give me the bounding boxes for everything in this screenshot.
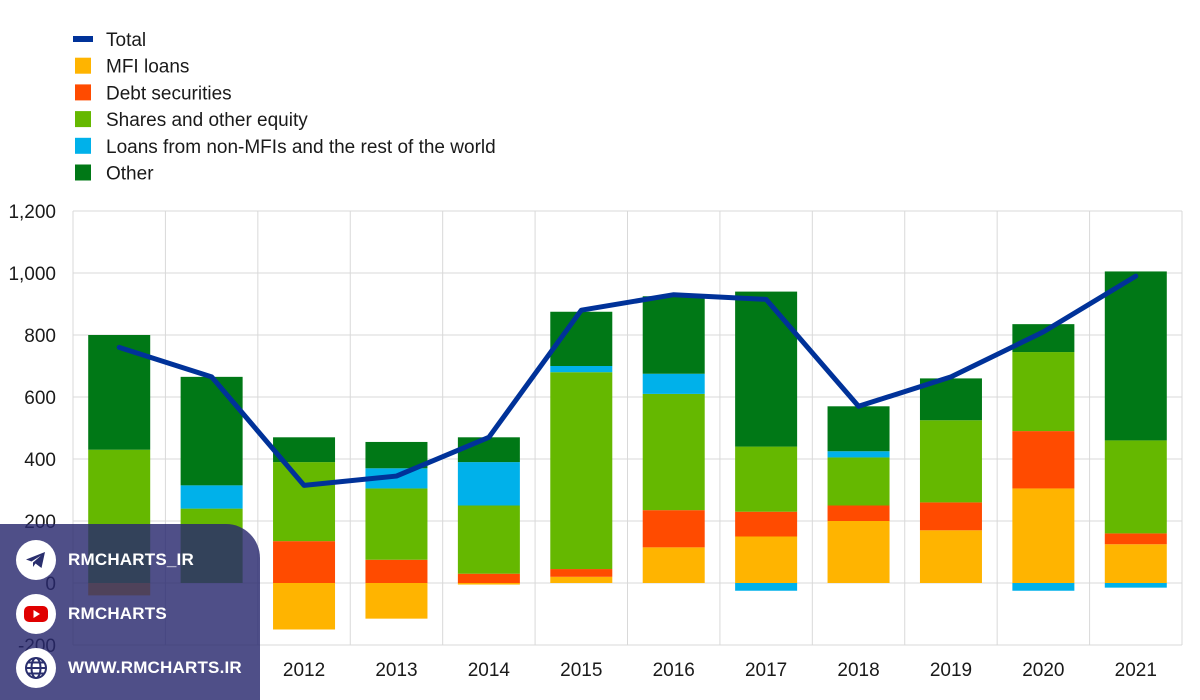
bar-segment — [735, 511, 798, 537]
x-tick-label: 2021 — [1115, 660, 1157, 681]
x-axis-ticks: 2012 2013 2014 2015 2016 2017 2018 2019 2020 2021 — [283, 660, 1157, 681]
x-tick-label: 2013 — [375, 660, 417, 681]
y-tick-label: 1,000 — [8, 264, 56, 285]
bar-segment — [180, 376, 243, 486]
bar-segment — [180, 485, 243, 509]
total-line-layer — [116, 273, 1139, 488]
x-tick-label: 2019 — [930, 660, 972, 681]
bar-segment — [457, 437, 520, 463]
y-tick-label: 400 — [24, 450, 56, 471]
website-row[interactable]: WWW.RMCHARTS.IR — [16, 648, 242, 688]
legend-swatch — [75, 137, 91, 154]
bar-segment — [735, 583, 798, 591]
watermark-panel: RMCHARTS_IR RMCHARTS WWW.RMCHARTS.IR — [0, 524, 260, 700]
bar-segment — [1104, 544, 1167, 583]
website-url: WWW.RMCHARTS.IR — [68, 658, 242, 677]
bar-segment — [1012, 431, 1075, 489]
bar-segment — [550, 569, 613, 577]
bar-segment — [457, 583, 520, 585]
bar-segment — [365, 441, 428, 469]
bars — [88, 271, 1167, 630]
legend: Total MFI loans Debt securities Shares and … — [73, 30, 496, 185]
globe-icon — [16, 648, 56, 688]
bar-segment — [1012, 324, 1075, 353]
bar-segment — [642, 510, 705, 548]
telegram-row[interactable]: RMCHARTS_IR — [16, 540, 194, 580]
bar-segment — [1104, 583, 1167, 588]
legend-swatch-line — [73, 36, 93, 42]
bar-segment — [827, 406, 890, 452]
bar-segment — [1104, 533, 1167, 545]
bar-segment — [642, 393, 705, 511]
bar-segment — [735, 291, 798, 447]
x-tick-label: 2018 — [837, 660, 879, 681]
x-tick-label: 2017 — [745, 660, 787, 681]
bar-segment — [642, 547, 705, 583]
bar-segment — [273, 541, 336, 583]
total-line — [116, 273, 1139, 488]
bar-segment — [457, 573, 520, 583]
legend-swatch — [75, 57, 91, 74]
legend-label: Loans from non-MFIs and the rest of the … — [106, 137, 496, 158]
legend-label: Shares and other equity — [106, 110, 308, 131]
bar-segment — [550, 366, 613, 373]
bar-segment — [273, 462, 336, 542]
telegram-icon — [16, 540, 56, 580]
legend-swatch — [75, 164, 91, 181]
legend-swatch — [75, 84, 91, 101]
legend-label: Other — [106, 164, 154, 185]
x-tick-label: 2016 — [653, 660, 695, 681]
bar-segment — [1012, 352, 1075, 432]
bar-segment — [273, 583, 336, 630]
y-tick-label: 600 — [24, 388, 56, 409]
bar-segment — [827, 457, 890, 506]
bar-segment — [365, 559, 428, 583]
bar-segment — [642, 373, 705, 394]
grid — [72, 210, 1183, 646]
legend-label: Total — [106, 30, 146, 51]
bar-segment — [550, 372, 613, 570]
x-tick-label: 2020 — [1022, 660, 1064, 681]
bar-segment — [642, 296, 705, 374]
youtube-row[interactable]: RMCHARTS — [16, 594, 167, 634]
y-tick-label: 800 — [24, 326, 56, 347]
y-tick-label: 1,200 — [8, 202, 56, 223]
bar-segment — [1104, 271, 1167, 441]
legend-label: Debt securities — [106, 83, 232, 104]
bar-segment — [365, 488, 428, 560]
bar-segment — [735, 536, 798, 583]
bar-segment — [1012, 583, 1075, 591]
youtube-handle: RMCHARTS — [68, 604, 167, 623]
bar-segment — [919, 420, 982, 503]
bar-segment — [735, 446, 798, 512]
bar-segment — [457, 462, 520, 506]
legend-swatch — [75, 111, 91, 128]
bar-segment — [827, 521, 890, 583]
bar-segment — [827, 505, 890, 521]
telegram-handle: RMCHARTS_IR — [68, 550, 194, 569]
x-tick-label: 2014 — [468, 660, 511, 681]
bar-segment — [1104, 440, 1167, 534]
bar-segment — [919, 502, 982, 531]
bar-segment — [1012, 488, 1075, 583]
legend-label: MFI loans — [106, 57, 189, 78]
bar-segment — [919, 530, 982, 583]
x-tick-label: 2015 — [560, 660, 602, 681]
bar-segment — [550, 576, 613, 583]
bar-segment — [365, 583, 428, 619]
x-tick-label: 2012 — [283, 660, 325, 681]
youtube-icon — [16, 594, 56, 634]
bar-segment — [457, 505, 520, 574]
bar-segment — [827, 451, 890, 458]
